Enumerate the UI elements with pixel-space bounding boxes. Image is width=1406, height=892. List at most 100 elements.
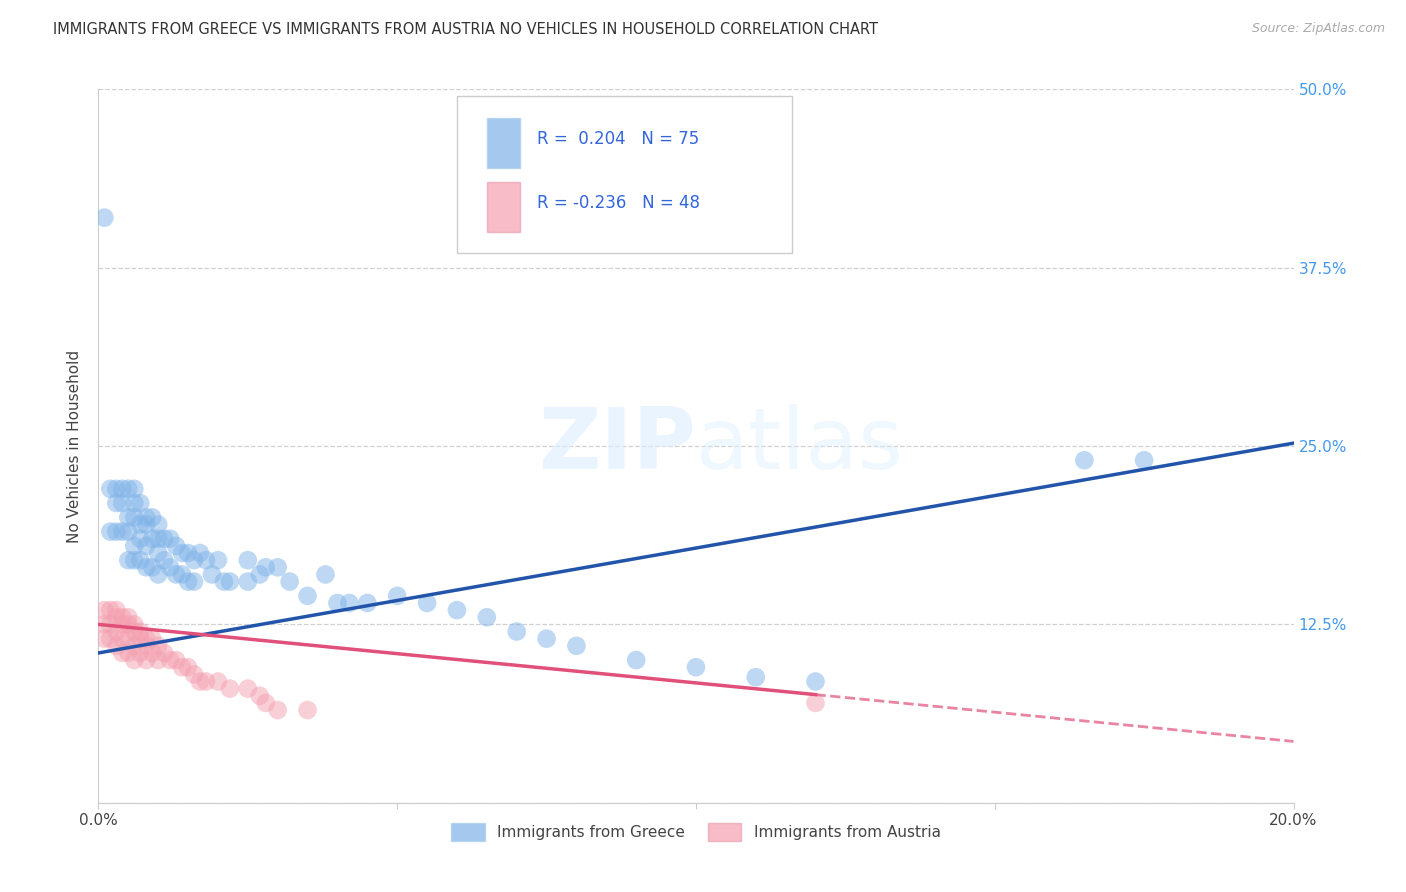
Point	[183, 667, 205, 681]
Point	[536, 632, 558, 646]
Point	[117, 482, 139, 496]
Point	[93, 211, 115, 225]
Point	[105, 524, 128, 539]
Point	[129, 553, 152, 567]
Point	[172, 546, 194, 560]
Point	[111, 617, 134, 632]
Point	[188, 546, 211, 560]
Point	[117, 510, 139, 524]
Point	[148, 517, 170, 532]
Point	[195, 553, 218, 567]
Point	[148, 546, 170, 560]
Point	[98, 632, 122, 646]
Point	[267, 560, 290, 574]
Point	[159, 560, 181, 574]
Text: R = -0.236   N = 48: R = -0.236 N = 48	[537, 194, 700, 212]
Point	[159, 532, 181, 546]
Point	[135, 653, 157, 667]
Point	[475, 610, 498, 624]
Point	[183, 553, 205, 567]
Point	[129, 624, 152, 639]
Point	[111, 646, 134, 660]
Point	[129, 632, 152, 646]
Point	[135, 632, 157, 646]
Point	[117, 610, 139, 624]
Y-axis label: No Vehicles in Household: No Vehicles in Household	[67, 350, 83, 542]
Point	[236, 574, 259, 589]
Point	[565, 639, 588, 653]
Point	[177, 546, 200, 560]
Point	[254, 560, 277, 574]
Point	[141, 532, 163, 546]
Point	[124, 510, 146, 524]
Point	[148, 653, 170, 667]
Point	[111, 482, 134, 496]
Point	[236, 681, 259, 696]
Point	[212, 574, 235, 589]
Point	[117, 646, 139, 660]
Point	[124, 639, 146, 653]
Bar	[486, 118, 520, 168]
Point	[326, 596, 349, 610]
Point	[172, 660, 194, 674]
Point	[183, 574, 205, 589]
Point	[105, 603, 128, 617]
Point	[165, 539, 187, 553]
Point	[219, 574, 242, 589]
Point	[124, 482, 146, 496]
Point	[1073, 453, 1095, 467]
Point	[278, 574, 301, 589]
Point	[98, 524, 122, 539]
Point	[148, 567, 170, 582]
Point	[93, 617, 115, 632]
Point	[124, 617, 146, 632]
Point	[117, 553, 139, 567]
Point	[153, 553, 176, 567]
Point	[207, 674, 229, 689]
Point	[745, 670, 768, 684]
Text: Source: ZipAtlas.com: Source: ZipAtlas.com	[1251, 22, 1385, 36]
Point	[105, 496, 128, 510]
Point	[105, 624, 128, 639]
Point	[141, 510, 163, 524]
Point	[356, 596, 378, 610]
Point	[124, 539, 146, 553]
Point	[141, 646, 163, 660]
Point	[249, 689, 271, 703]
Point	[135, 560, 157, 574]
Point	[165, 567, 187, 582]
Point	[105, 639, 128, 653]
Point	[339, 596, 361, 610]
Point	[177, 574, 200, 589]
Point	[148, 532, 170, 546]
Point	[93, 632, 115, 646]
Point	[1133, 453, 1156, 467]
Point	[804, 674, 827, 689]
Point	[254, 696, 277, 710]
Point	[506, 624, 529, 639]
FancyBboxPatch shape	[457, 96, 792, 253]
Point	[201, 567, 224, 582]
Point	[177, 660, 200, 674]
Bar	[486, 182, 520, 232]
Point	[219, 681, 242, 696]
Text: atlas: atlas	[696, 404, 904, 488]
Point	[124, 624, 146, 639]
Point	[153, 646, 176, 660]
Point	[111, 496, 134, 510]
Point	[124, 653, 146, 667]
Point	[98, 617, 122, 632]
Point	[135, 517, 157, 532]
Point	[207, 553, 229, 567]
Point	[626, 653, 648, 667]
Point	[129, 496, 152, 510]
Point	[446, 603, 468, 617]
Point	[98, 482, 122, 496]
Point	[129, 646, 152, 660]
Point	[93, 603, 115, 617]
Point	[117, 524, 139, 539]
Point	[315, 567, 337, 582]
Point	[165, 653, 187, 667]
Point	[267, 703, 290, 717]
Point	[249, 567, 271, 582]
